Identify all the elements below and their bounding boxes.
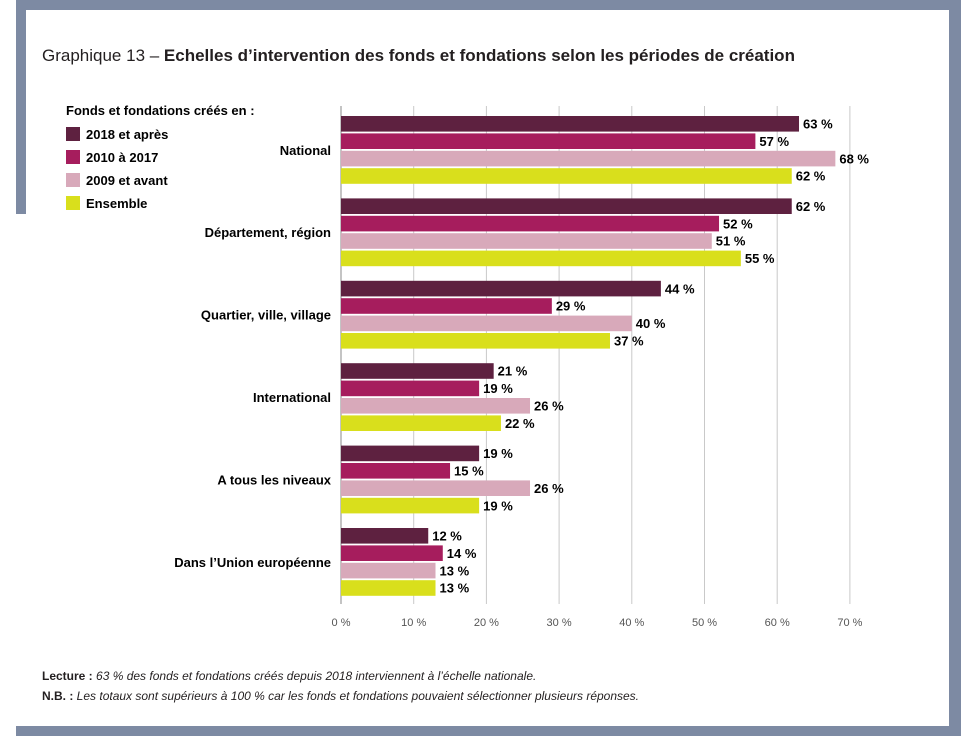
category-label-dans-l-union-europeenne: Dans l’Union européenne bbox=[174, 555, 331, 570]
value-label-quartier-ville-village-2018-et-apres: 44 % bbox=[665, 281, 695, 296]
bar-dans-l-union-europeenne-2018-et-apres bbox=[341, 528, 429, 544]
legend-label-ensemble: Ensemble bbox=[86, 196, 147, 211]
legend-swatch-2018-et-apres bbox=[66, 127, 80, 141]
bar-a-tous-les-niveaux-ensemble bbox=[341, 497, 480, 514]
bar-a-tous-les-niveaux-2009-et-avant bbox=[341, 480, 531, 496]
note-lecture: Lecture : 63 % des fonds et fondations c… bbox=[42, 666, 639, 686]
value-label-dans-l-union-europeenne-2009-et-avant: 13 % bbox=[440, 563, 470, 578]
notes: Lecture : 63 % des fonds et fondations c… bbox=[42, 666, 639, 706]
bar-international-ensemble bbox=[341, 415, 501, 431]
category-label-national: National bbox=[280, 143, 331, 158]
frame-top-border bbox=[16, 0, 961, 10]
value-label-national-ensemble: 62 % bbox=[796, 169, 826, 184]
x-tick-label-60: 60 % bbox=[765, 617, 790, 629]
value-label-national-2009-et-avant: 68 % bbox=[839, 151, 869, 166]
value-label-national-2010-a-2017: 57 % bbox=[759, 134, 789, 149]
category-label-quartier-ville-village: Quartier, ville, village bbox=[201, 308, 331, 323]
legend-swatch-2009-et-avant bbox=[66, 173, 80, 187]
note-nb-label: N.B. : bbox=[42, 689, 74, 703]
bar-quartier-ville-village-2010-a-2017 bbox=[341, 298, 552, 314]
value-label-international-ensemble: 22 % bbox=[505, 416, 535, 431]
chart-bars bbox=[341, 116, 836, 596]
bar-dans-l-union-europeenne-ensemble bbox=[341, 580, 436, 596]
legend-title: Fonds et fondations créés en : bbox=[66, 103, 255, 118]
bar-quartier-ville-village-2009-et-avant bbox=[341, 315, 632, 332]
value-label-departement-region-2018-et-apres: 62 % bbox=[796, 199, 826, 214]
value-label-dans-l-union-europeenne-ensemble: 13 % bbox=[440, 581, 470, 596]
bar-international-2010-a-2017 bbox=[341, 380, 480, 397]
x-tick-label-30: 30 % bbox=[547, 617, 572, 629]
x-tick-label-70: 70 % bbox=[837, 617, 862, 629]
chart-category-labels: National Département, région Quartier, vil… bbox=[174, 143, 332, 570]
legend-label-2010-a-2017: 2010 à 2017 bbox=[86, 150, 158, 165]
chart-grid bbox=[340, 106, 851, 604]
note-lecture-label: Lecture : bbox=[42, 669, 93, 683]
bar-a-tous-les-niveaux-2010-a-2017 bbox=[341, 463, 451, 479]
bar-international-2018-et-apres bbox=[341, 363, 494, 379]
x-tick-label-40: 40 % bbox=[619, 617, 644, 629]
x-tick-label-0: 0 % bbox=[332, 617, 351, 629]
chart-title: Graphique 13 – Echelles d’intervention d… bbox=[42, 46, 795, 66]
note-lecture-text: 63 % des fonds et fondations créés depui… bbox=[92, 669, 537, 683]
bar-quartier-ville-village-2018-et-apres bbox=[341, 280, 661, 297]
category-label-departement-region: Département, région bbox=[205, 225, 331, 240]
x-tick-label-10: 10 % bbox=[401, 617, 426, 629]
legend-swatch-ensemble bbox=[66, 196, 80, 210]
category-label-international: International bbox=[253, 390, 331, 405]
value-label-international-2010-a-2017: 19 % bbox=[483, 381, 513, 396]
bar-national-2009-et-avant bbox=[341, 150, 836, 167]
value-label-international-2009-et-avant: 26 % bbox=[534, 399, 564, 414]
value-label-international-2018-et-apres: 21 % bbox=[498, 364, 528, 379]
bar-departement-region-2018-et-apres bbox=[341, 198, 792, 214]
category-label-a-tous-les-niveaux: A tous les niveaux bbox=[217, 472, 331, 487]
bar-chart: Fonds et fondations créés en : 2018 et a… bbox=[66, 103, 869, 629]
legend-label-2018-et-apres: 2018 et après bbox=[86, 127, 168, 142]
note-nb-text: Les totaux sont supérieurs à 100 % car l… bbox=[73, 689, 640, 703]
bar-departement-region-ensemble bbox=[341, 250, 741, 267]
bar-dans-l-union-europeenne-2010-a-2017 bbox=[341, 545, 443, 561]
bar-quartier-ville-village-ensemble bbox=[341, 333, 610, 349]
value-label-quartier-ville-village-2009-et-avant: 40 % bbox=[636, 316, 666, 331]
value-label-dans-l-union-europeenne-2018-et-apres: 12 % bbox=[432, 529, 462, 544]
value-label-quartier-ville-village-ensemble: 37 % bbox=[614, 334, 644, 349]
value-label-national-2018-et-apres: 63 % bbox=[803, 117, 833, 132]
bar-a-tous-les-niveaux-2018-et-apres bbox=[341, 445, 480, 462]
frame-bottom-border bbox=[16, 726, 961, 736]
legend: 2018 et après 2010 à 2017 2009 et avant Ens… bbox=[66, 127, 168, 211]
bar-departement-region-2009-et-avant bbox=[341, 233, 712, 249]
frame-left-border bbox=[16, 0, 26, 214]
chart-title-main: Echelles d’intervention des fonds et fon… bbox=[163, 46, 795, 65]
legend-label-2009-et-avant: 2009 et avant bbox=[86, 173, 168, 188]
legend-swatch-2010-a-2017 bbox=[66, 150, 80, 164]
x-tick-label-20: 20 % bbox=[474, 617, 499, 629]
value-label-a-tous-les-niveaux-2010-a-2017: 15 % bbox=[454, 464, 484, 479]
bar-national-ensemble bbox=[341, 168, 792, 184]
value-label-a-tous-les-niveaux-ensemble: 19 % bbox=[483, 498, 513, 513]
value-label-a-tous-les-niveaux-2009-et-avant: 26 % bbox=[534, 481, 564, 496]
chart-value-labels: 63 % 57 % 68 % 62 % 62 % 52 % 51 % 55 % 44 % 29 %… bbox=[432, 117, 869, 596]
bar-dans-l-union-europeenne-2009-et-avant bbox=[341, 562, 436, 579]
bar-departement-region-2010-a-2017 bbox=[341, 215, 720, 232]
value-label-departement-region-ensemble: 55 % bbox=[745, 251, 775, 266]
bar-international-2009-et-avant bbox=[341, 398, 531, 414]
value-label-departement-region-2009-et-avant: 51 % bbox=[716, 234, 746, 249]
value-label-a-tous-les-niveaux-2018-et-apres: 19 % bbox=[483, 446, 513, 461]
bar-national-2018-et-apres bbox=[341, 116, 800, 132]
chart-title-prefix: Graphique 13 – bbox=[42, 46, 164, 65]
value-label-quartier-ville-village-2010-a-2017: 29 % bbox=[556, 299, 586, 314]
x-tick-label-50: 50 % bbox=[692, 617, 717, 629]
bar-national-2010-a-2017 bbox=[341, 133, 756, 149]
value-label-dans-l-union-europeenne-2010-a-2017: 14 % bbox=[447, 546, 477, 561]
frame-right-border bbox=[949, 0, 961, 736]
chart-tick-labels: 0 % 10 % 20 % 30 % 40 % 50 % 60 % 70 % bbox=[332, 617, 863, 629]
value-label-departement-region-2010-a-2017: 52 % bbox=[723, 216, 753, 231]
note-nb: N.B. : Les totaux sont supérieurs à 100 … bbox=[42, 686, 639, 706]
